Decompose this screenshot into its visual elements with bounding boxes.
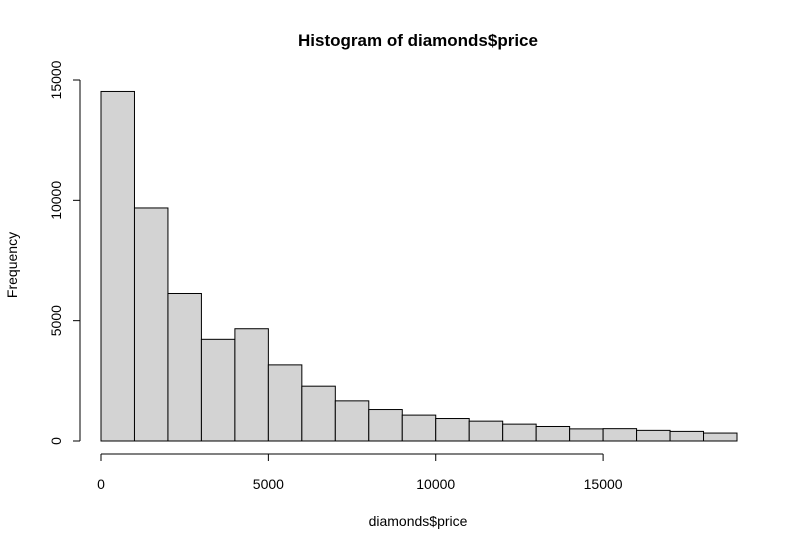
histogram-bar [602, 428, 638, 442]
histogram-bar [703, 432, 738, 442]
histogram-bar [535, 425, 571, 442]
histogram-bar [200, 338, 236, 442]
y-axis-label: Frequency [4, 232, 20, 298]
histogram-bar [502, 423, 537, 442]
x-axis: 0 5000 10000 15000 [97, 453, 623, 492]
x-tick-label: 5000 [253, 476, 284, 492]
histogram-bar [569, 428, 604, 442]
chart-title: Histogram of diamonds$price [298, 31, 538, 50]
histogram-bar [133, 207, 169, 442]
histogram-bar [100, 90, 135, 442]
y-tick-label: 5000 [48, 305, 64, 336]
histogram-bar [334, 400, 370, 442]
histogram-bar [468, 420, 504, 442]
y-tick-label: 15000 [48, 60, 64, 99]
histogram-bar [636, 429, 671, 442]
histogram-bar [167, 292, 202, 442]
histogram-bar [234, 328, 269, 442]
x-tick-label: 0 [97, 476, 105, 492]
histogram-bar [401, 414, 437, 442]
histogram-bar [267, 364, 303, 442]
x-tick-label: 10000 [416, 476, 455, 492]
histogram-bar [669, 430, 705, 442]
x-axis-label: diamonds$price [369, 513, 468, 529]
histogram-bar [368, 409, 403, 442]
histogram-bar [301, 385, 336, 442]
bars-group [100, 90, 738, 442]
histogram-bar [435, 418, 470, 442]
y-tick-label: 10000 [48, 181, 64, 220]
x-tick-label: 15000 [584, 476, 623, 492]
y-axis: 0 5000 10000 15000 [48, 60, 81, 445]
y-tick-label: 0 [48, 437, 64, 445]
